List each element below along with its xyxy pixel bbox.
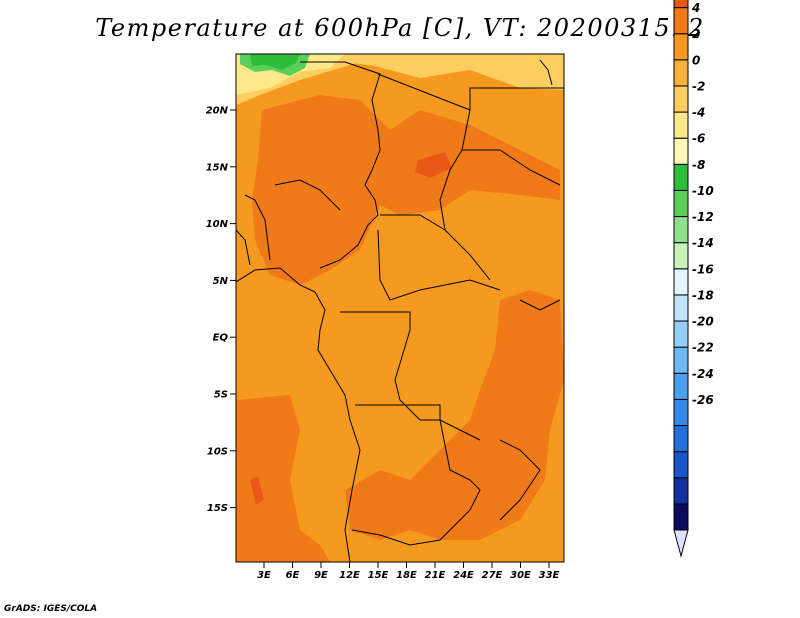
- colorbar-swatch: [673, 425, 689, 453]
- lat-label: 10N: [206, 219, 229, 230]
- colorbar-swatch: [673, 451, 689, 479]
- colorbar-swatch: [673, 59, 689, 87]
- colorbar-swatch: [673, 0, 689, 9]
- colorbar-label: -2: [692, 79, 705, 93]
- map-frame: [235, 53, 565, 563]
- lon-label: 6E: [286, 570, 300, 581]
- colorbar-label: -10: [692, 184, 714, 198]
- colorbar-min-triangle: [673, 529, 689, 558]
- lon-label: 33E: [539, 570, 560, 581]
- field-4-to-6-east: [345, 290, 564, 540]
- colorbar-swatch: [673, 216, 689, 244]
- colorbar: 86420-2-4-6-8-10-12-14-16-18-20-22-24-26: [673, 0, 714, 558]
- colorbar-label: -14: [692, 236, 714, 250]
- colorbar-swatch: [673, 372, 689, 400]
- colorbar-swatch: [673, 7, 689, 35]
- field-6-to-8: [415, 152, 452, 178]
- colorbar-swatch: [673, 268, 689, 296]
- field-6-to-8-sw: [250, 476, 264, 505]
- political-boundaries: [236, 59, 564, 562]
- field-2-to-4-central: [340, 255, 500, 470]
- colorbar-swatch: [673, 294, 689, 322]
- colorbar-label: -24: [692, 367, 714, 381]
- lon-label: 9E: [314, 570, 328, 581]
- colorbar-label: -6: [692, 132, 705, 146]
- lat-label: 5S: [214, 390, 228, 401]
- latitude-axis: 20N 15N 10N 5N EQ 5S 10S 15S: [206, 106, 236, 514]
- lon-label: 15E: [368, 570, 389, 581]
- colorbar-swatch: [673, 137, 689, 165]
- colorbar-swatch: [673, 163, 689, 191]
- colorbar-label: -18: [692, 288, 714, 302]
- colorbar-label: 4: [691, 1, 700, 15]
- colorbar-swatch: [673, 189, 689, 218]
- colorbar-label: -12: [692, 210, 714, 224]
- colorbar-swatch: [673, 320, 689, 348]
- lon-label: 21E: [425, 570, 446, 581]
- lat-label: EQ: [213, 333, 229, 344]
- colorbar-label: -4: [692, 106, 705, 120]
- colorbar-label: -26: [692, 393, 714, 407]
- field-4-to-6-southwest: [236, 395, 330, 562]
- colorbar-swatch: [673, 477, 689, 505]
- lat-label: 15S: [207, 503, 228, 514]
- lat-label: 20N: [206, 106, 229, 117]
- longitude-axis: 3E 6E 9E 12E 15E 18E 21E 24E 27E 30E 33E: [257, 562, 560, 581]
- colorbar-swatch: [673, 111, 689, 139]
- lat-label: 15N: [206, 162, 229, 173]
- lon-label: 3E: [257, 570, 271, 581]
- colorbar-label: -8: [692, 158, 705, 172]
- lon-label: 30E: [510, 570, 531, 581]
- lon-label: 27E: [482, 570, 503, 581]
- colorbar-swatch: [673, 85, 689, 113]
- colorbar-swatch: [673, 33, 689, 61]
- colorbar-label: 0: [692, 53, 700, 67]
- colorbar-label: 2: [692, 27, 700, 41]
- map-title: Temperature at 600hPa [C], VT: 202003151…: [95, 14, 705, 42]
- field-cold-core: [250, 54, 300, 70]
- lon-label: 18E: [396, 570, 417, 581]
- lon-label: 12E: [339, 570, 360, 581]
- colorbar-label: -20: [692, 315, 714, 329]
- temperature-field: [236, 54, 564, 562]
- colorbar-swatch: [673, 503, 689, 531]
- grads-credit: GrADS: IGES/COLA: [4, 604, 98, 614]
- lat-label: 5N: [213, 276, 229, 287]
- colorbar-label: -16: [692, 262, 714, 276]
- field-0-to-2-east: [345, 54, 564, 72]
- lon-label: 24E: [453, 570, 474, 581]
- colorbar-swatch: [673, 346, 689, 374]
- colorbar-swatch: [673, 242, 689, 270]
- colorbar-swatch: [673, 398, 689, 427]
- lat-label: 10S: [207, 446, 228, 457]
- field-4-to-6-west: [252, 95, 560, 285]
- colorbar-label: -22: [692, 341, 714, 355]
